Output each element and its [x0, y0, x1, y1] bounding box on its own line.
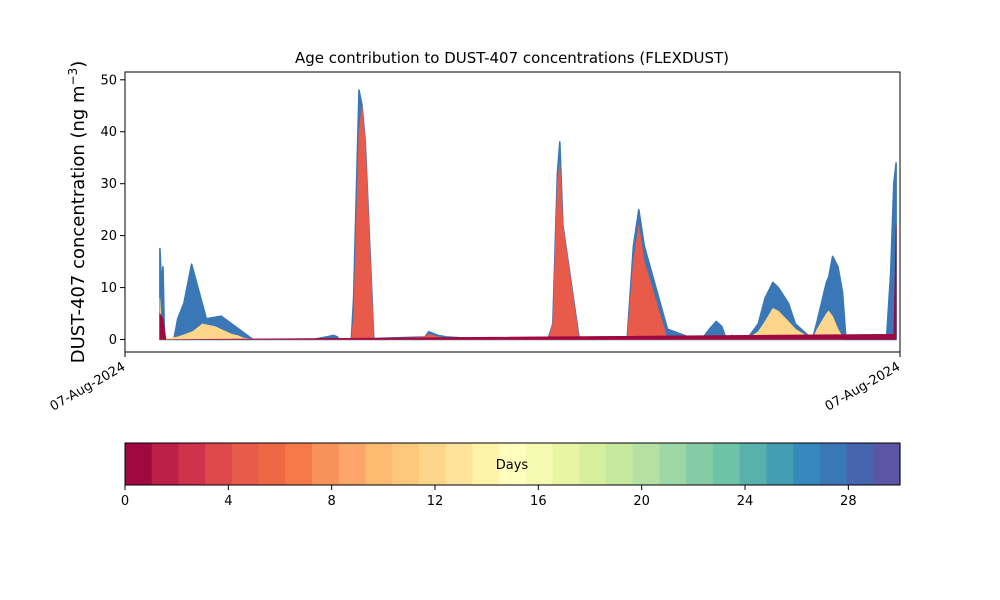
- colorbar-cell: [338, 443, 367, 485]
- colorbar-cell: [151, 443, 180, 485]
- colorbar-tick-label: 0: [121, 494, 129, 509]
- colorbar-tick-label: 4: [224, 494, 232, 509]
- colorbar-cell: [312, 443, 340, 485]
- colorbar-cell: [231, 443, 260, 485]
- colorbar-cell: [445, 443, 474, 485]
- colorbar-cell: [846, 443, 874, 485]
- colorbar-cell: [606, 443, 634, 485]
- colorbar-cell: [365, 443, 393, 485]
- colorbar-cell: [178, 443, 206, 485]
- colorbar-cell: [525, 443, 554, 485]
- plot-frame: [124, 71, 901, 353]
- colorbar-ticks: 0 4 8 12 16 20 24 28: [121, 485, 857, 509]
- chart-title: Age contribution to DUST-407 concentrati…: [295, 49, 729, 67]
- colorbar-cell: [205, 443, 233, 485]
- colorbar-tick-label: 16: [530, 494, 547, 509]
- colorbar-frame: [124, 442, 901, 486]
- colorbar-tick-label: 12: [427, 494, 444, 509]
- colorbar-cell: [632, 443, 661, 485]
- colorbar-cell: [819, 443, 848, 485]
- y-axis-label: DUST-407 concentration (ng m−3): [66, 61, 89, 364]
- y-tick-label: 20: [100, 229, 117, 244]
- colorbar-cell: [285, 443, 313, 485]
- colorbar-label: Days: [496, 458, 529, 473]
- colorbar-cell: [499, 443, 527, 485]
- series-area-0-1: [159, 224, 897, 340]
- colorbar-cells: [125, 443, 901, 485]
- colorbar-tick-label: 8: [328, 494, 336, 509]
- y-tick-label: 50: [100, 73, 117, 88]
- colorbar-cell: [712, 443, 741, 485]
- y-tick-label: 0: [109, 333, 117, 348]
- series-layer: [159, 89, 897, 341]
- colorbar-cell: [392, 443, 420, 485]
- colorbar-cell: [258, 443, 286, 485]
- colorbar: Days 0 4 8 12 16 20 24 28: [121, 442, 901, 509]
- y-tick-label: 40: [100, 125, 117, 140]
- colorbar-cell: [739, 443, 767, 485]
- colorbar-cell: [873, 443, 901, 485]
- colorbar-tick-label: 24: [737, 494, 754, 509]
- colorbar-tick-label: 20: [633, 494, 650, 509]
- y-tick-label: 30: [100, 177, 117, 192]
- colorbar-cell: [766, 443, 794, 485]
- y-axis-label-main: DUST-407 concentration (ng m: [68, 85, 89, 363]
- colorbar-cell: [686, 443, 714, 485]
- y-tick-label: 10: [100, 281, 117, 296]
- colorbar-cell: [472, 443, 500, 485]
- colorbar-cell: [418, 443, 447, 485]
- y-axis: 0 10 20 30 40 50: [100, 73, 125, 348]
- colorbar-cell: [579, 443, 607, 485]
- colorbar-cell: [659, 443, 687, 485]
- y-axis-label-close: ): [68, 61, 89, 68]
- colorbar-tick-label: 28: [840, 494, 857, 509]
- colorbar-cell: [793, 443, 821, 485]
- y-axis-label-exponent: −3: [66, 68, 80, 86]
- colorbar-cell: [125, 443, 153, 485]
- colorbar-cell: [552, 443, 580, 485]
